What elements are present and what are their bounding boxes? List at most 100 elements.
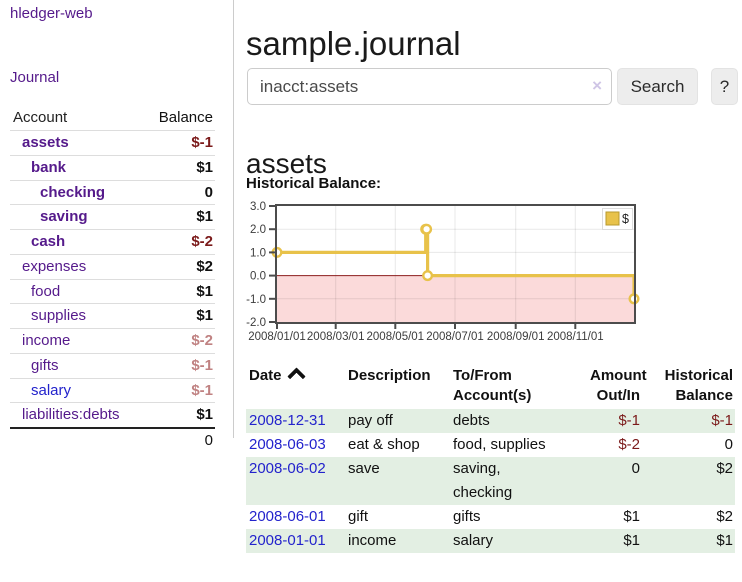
account-row: income $-2 [10,328,215,353]
register-table-header: Date Description To/From Account(s) Amou… [246,366,735,409]
sidebar-account-link[interactable]: bank [31,158,67,176]
sidebar-account-link[interactable]: salary [31,381,72,399]
balance-column-header: Balance [158,109,213,126]
account-balance: $-1 [191,381,213,399]
register-header-amount: Amount Out/In [590,367,647,404]
sidebar-account-link[interactable]: liabilities:debts [22,406,120,424]
account-balance: $1 [196,208,213,226]
chart-title: Historical Balance: [246,175,382,192]
register-balance: $2 [716,460,733,477]
sidebar-account-link[interactable]: supplies [31,307,87,325]
account-balance: $-2 [191,233,213,250]
account-balance: 0 [204,183,213,201]
register-date-link[interactable]: 2008-06-02 [249,460,326,477]
register-row: 2008-12-31 pay off debts $-1 $-1 [246,409,735,433]
sidebar-account-link[interactable]: saving [40,208,88,226]
register-accounts: debts [453,412,490,429]
sidebar-account-link[interactable]: expenses [22,257,87,275]
account-row: checking 0 [10,179,215,205]
chart-point[interactable] [422,270,434,282]
search-button[interactable]: Search [617,68,698,105]
register-accounts: food, supplies [453,436,546,453]
register-balance: $2 [716,508,733,525]
x-tick-label: 2008/07/01 [426,331,484,343]
brand-link[interactable]: hledger-web [10,5,93,22]
register-amount: $1 [623,532,640,549]
register-description: income [348,532,397,549]
account-row: assets $-1 [10,130,215,155]
register-header-description: Description [348,367,431,384]
y-tick-label: -1.0 [246,294,266,306]
register-date-link[interactable]: 2008-01-01 [249,532,326,549]
register-amount: 0 [631,460,640,477]
register-header-date[interactable]: Date [246,366,345,406]
account-heading: assets [246,148,327,180]
register-amount: $-1 [618,412,640,429]
x-tick-label: 2008/01/01 [248,331,306,343]
register-description: pay off [348,412,393,429]
search-form: × [247,68,612,105]
account-balance: $-1 [191,356,213,374]
search-input[interactable] [247,68,612,105]
account-balance: $1 [196,307,213,325]
accounts-table: Account Balance assets $-1 bank $1 checking 0… [10,105,215,453]
register-row: 2008-06-02 save saving, checking 0 $2 [246,457,735,505]
sidebar-account-link[interactable]: gifts [31,356,59,374]
y-tick-label: 2.0 [250,224,266,236]
x-tick-label: 2008/11/01 [547,331,604,343]
account-row: salary $-1 [10,377,215,403]
account-row: gifts $-1 [10,352,215,378]
register-header-balance: Historical Balance [664,367,733,404]
account-balance: $-2 [191,332,213,349]
sidebar-total-row: 0 [10,427,215,453]
account-balance: $1 [196,282,213,300]
chart-border [275,204,636,324]
account-row: supplies $1 [10,303,215,328]
account-balance: $1 [196,406,213,424]
legend-swatch [605,211,620,226]
balance-chart[interactable]: 3.0 2.0 1.0 0.0 -1.0 -2.0 2008/01/01 2008/03/01… [245,198,742,348]
register-accounts: saving, checking [453,460,513,501]
register-row: 2008-01-01 income salary $1 $1 [246,529,735,553]
register-date-link[interactable]: 2008-12-31 [249,412,326,429]
sidebar-account-link[interactable]: income [22,332,71,349]
register-rows: 2008-12-31 pay off debts $-1 $-1 2008-06-03 ea… [246,409,735,553]
x-tick-label: 2008/03/01 [307,331,365,343]
register-date-link[interactable]: 2008-06-01 [249,508,326,525]
y-tick-label: 3.0 [250,201,266,213]
register-description: save [348,460,380,477]
legend-label: $ [622,212,629,226]
help-button[interactable]: ? [711,68,738,105]
account-row: food $1 [10,278,215,304]
register-row: 2008-06-03 eat & shop food, supplies $-2 0 [246,433,735,457]
sidebar-account-link[interactable]: food [31,282,61,300]
y-tick-label: 0.0 [250,271,266,283]
register-amount: $-2 [618,436,640,453]
y-tick-label: 1.0 [250,247,266,259]
x-tick-label: 2008/09/01 [487,331,545,343]
sidebar-account-link[interactable]: cash [31,233,66,250]
clear-search-icon[interactable]: × [592,76,602,95]
register-balance: $-1 [711,412,733,429]
y-tick-label: -2.0 [246,317,266,329]
register-table: Date Description To/From Account(s) Amou… [246,366,735,553]
sidebar-account-link[interactable]: assets [22,134,69,151]
sidebar-item-journal[interactable]: Journal [10,69,60,86]
sidebar-account-link[interactable]: checking [40,183,106,201]
register-amount: $1 [623,508,640,525]
register-balance: 0 [724,436,733,453]
account-column-header: Account [13,109,68,126]
account-row: cash $-2 [10,229,215,254]
register-description: gift [348,508,369,525]
sidebar-divider [233,0,234,438]
register-date-link[interactable]: 2008-06-03 [249,436,326,453]
account-row: expenses $2 [10,253,215,279]
chart-legend: $ [602,208,633,230]
accounts-total-balance: 0 [204,432,213,449]
page-title: sample.journal [246,25,461,63]
account-row: saving $1 [10,204,215,229]
sort-asc-icon [286,367,306,386]
chart-point[interactable] [421,223,433,235]
account-row: bank $1 [10,154,215,180]
